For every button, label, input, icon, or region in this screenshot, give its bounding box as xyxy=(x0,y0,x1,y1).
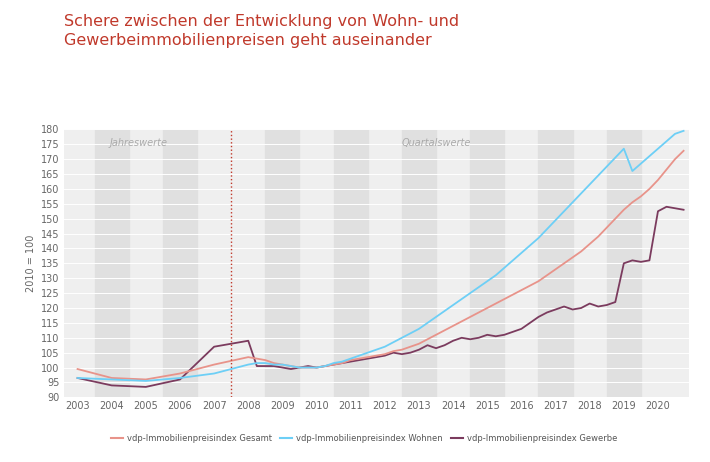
Bar xyxy=(266,129,300,397)
Legend: vdp-Immobilienpreisindex Gesamt, vdp-Immobilienpreisindex Wohnen, vdp-Immobilien: vdp-Immobilienpreisindex Gesamt, vdp-Imm… xyxy=(107,431,621,447)
Text: Jahreswerte: Jahreswerte xyxy=(110,138,168,148)
Bar xyxy=(94,129,129,397)
Bar xyxy=(334,129,368,397)
Text: Schere zwischen der Entwicklung von Wohn- und
Gewerbeimmobilienpreisen geht ause: Schere zwischen der Entwicklung von Wohn… xyxy=(64,14,459,48)
Bar xyxy=(470,129,504,397)
Bar xyxy=(538,129,573,397)
Bar xyxy=(163,129,197,397)
Bar xyxy=(607,129,641,397)
Y-axis label: 2010 = 100: 2010 = 100 xyxy=(26,235,36,292)
Text: Quartalswerte: Quartalswerte xyxy=(401,138,471,148)
Bar xyxy=(402,129,436,397)
